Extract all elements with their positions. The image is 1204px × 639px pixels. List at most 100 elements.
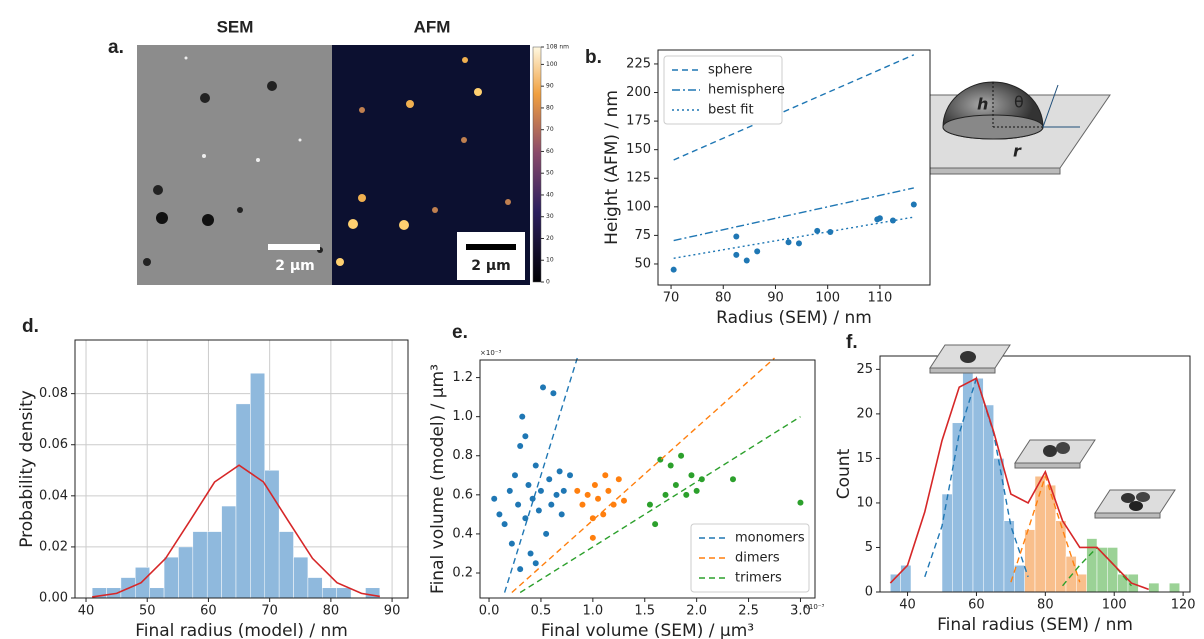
sem-image xyxy=(137,45,332,285)
axes-frame xyxy=(74,339,409,599)
colorbar-tick-label: 90 xyxy=(546,83,554,90)
x-tick-label: 1.5 xyxy=(634,604,655,619)
scatter-point xyxy=(797,499,804,506)
y-axis-label: Final volume (model) / µm³ xyxy=(428,364,448,594)
line-series xyxy=(92,464,380,598)
histogram-bar xyxy=(192,531,208,599)
scatter-point xyxy=(537,487,544,494)
y-tick-label: 15 xyxy=(856,451,873,466)
scatter-point xyxy=(910,201,917,208)
histogram-bar xyxy=(235,403,251,599)
image-title: SEM xyxy=(217,17,254,36)
scatter-point xyxy=(754,248,761,255)
histogram-bar xyxy=(1045,484,1056,593)
panel-letter: f. xyxy=(846,332,858,353)
scatter-point xyxy=(662,491,669,498)
scatter-point xyxy=(683,491,690,498)
x-tick-label: 120 xyxy=(1171,598,1196,613)
offset-label: ×10⁻³ xyxy=(480,349,501,357)
colorbar-tick-label: 60 xyxy=(546,148,554,155)
scatter-point xyxy=(814,227,821,234)
scatter-point xyxy=(496,511,503,518)
scatter-point xyxy=(491,495,498,502)
scatter-point xyxy=(595,495,602,502)
y-tick-label: 0.02 xyxy=(39,539,68,554)
y-tick-label: 25 xyxy=(856,362,873,377)
scatter-point xyxy=(889,217,896,224)
histogram-bar xyxy=(163,556,179,599)
line-series xyxy=(673,216,914,259)
y-tick-label: 0.4 xyxy=(452,526,473,541)
x-tick-label: 3.0 xyxy=(790,604,811,619)
scale-bar-label: 2 µm xyxy=(275,258,315,274)
scatter-point xyxy=(743,257,750,264)
x-tick-label: 70 xyxy=(261,604,278,619)
legend-label: monomers xyxy=(735,531,805,546)
colorbar-tick-label: 100 xyxy=(546,61,558,68)
y-tick-label: 0.8 xyxy=(452,448,473,463)
x-tick-label: 60 xyxy=(200,604,217,619)
line-series xyxy=(673,54,915,161)
colorbar-tick-label: 40 xyxy=(546,191,554,198)
y-axis-label: Height (AFM) / nm xyxy=(602,90,622,245)
x-tick-label: 1.0 xyxy=(582,604,603,619)
scatter-point xyxy=(733,251,740,258)
histogram-bar xyxy=(307,577,323,599)
histogram-bar xyxy=(941,493,953,593)
legend-label: hemisphere xyxy=(708,83,785,98)
scale-box xyxy=(457,232,525,280)
scatter-point xyxy=(501,521,508,528)
legend-box xyxy=(663,55,783,125)
y-tick-label: 75 xyxy=(634,228,651,243)
scatter-point xyxy=(615,476,622,483)
diagram-label: h xyxy=(977,95,988,114)
scatter-point xyxy=(670,266,677,273)
legend-label: trimers xyxy=(735,571,782,586)
panel-letter: a. xyxy=(108,37,124,58)
scatter-point xyxy=(535,507,542,514)
scatter-point xyxy=(678,452,685,459)
y-tick-label: 0.6 xyxy=(452,487,473,502)
x-tick-label: 0.0 xyxy=(479,604,500,619)
axes-frame xyxy=(657,49,931,286)
scatter-point xyxy=(532,462,539,469)
histogram-bar xyxy=(952,422,963,593)
legend-box xyxy=(690,523,810,593)
scatter-point xyxy=(515,501,522,508)
y-tick-label: 0.08 xyxy=(39,386,68,401)
scatter-point xyxy=(589,534,596,541)
histogram-bar xyxy=(135,567,150,599)
x-tick-label: 2.5 xyxy=(738,604,759,619)
legend-label: best fit xyxy=(708,103,754,118)
legend-label: dimers xyxy=(735,551,780,566)
y-tick-label: 0.00 xyxy=(39,591,68,606)
x-axis-label: Final volume (SEM) / µm³ xyxy=(541,621,754,639)
scatter-point xyxy=(519,413,526,420)
y-tick-label: 0.04 xyxy=(39,488,68,503)
y-tick-label: 1.0 xyxy=(452,409,473,424)
y-tick-label: 150 xyxy=(626,142,651,157)
scatter-point xyxy=(785,239,792,246)
x-tick-label: 40 xyxy=(899,598,916,613)
diagram-label: r xyxy=(1013,142,1022,161)
scatter-point xyxy=(525,482,532,489)
scatter-point xyxy=(522,433,529,440)
scatter-point xyxy=(517,442,524,449)
line-series xyxy=(511,357,775,594)
histogram-bar xyxy=(983,404,994,593)
y-tick-label: 100 xyxy=(626,199,651,214)
y-axis-label: Count xyxy=(834,448,854,499)
x-tick-label: 40 xyxy=(78,604,95,619)
y-tick-label: 10 xyxy=(856,495,873,510)
scatter-point xyxy=(574,487,581,494)
scatter-point xyxy=(876,215,883,222)
histogram-bar xyxy=(993,458,1005,593)
scatter-point xyxy=(667,462,674,469)
y-tick-label: 175 xyxy=(626,114,651,129)
scatter-point xyxy=(517,566,524,573)
colorbar-tick-label: 80 xyxy=(546,104,554,111)
x-tick-label: 100 xyxy=(1102,598,1127,613)
y-tick-label: 0.2 xyxy=(452,565,473,580)
y-tick-label: 1.2 xyxy=(452,370,473,385)
